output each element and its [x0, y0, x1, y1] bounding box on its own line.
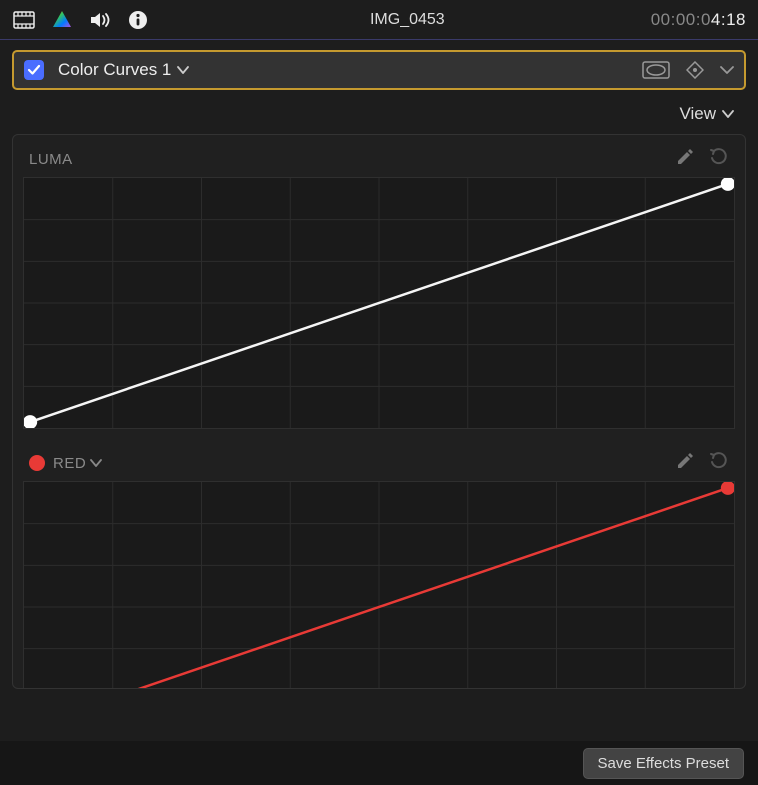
chevron-down-icon	[722, 104, 734, 124]
red-curve-header: RED	[23, 451, 735, 481]
timecode: 00:00:04:18	[651, 10, 746, 30]
chevron-down-icon	[177, 65, 189, 75]
view-dropdown[interactable]: View	[679, 104, 734, 124]
timecode-active: 4:18	[711, 10, 746, 29]
eyedropper-icon[interactable]	[675, 147, 695, 171]
effect-name-label: Color Curves 1	[58, 60, 171, 80]
inspector-footer: Save Effects Preset	[0, 741, 758, 785]
reset-icon[interactable]	[709, 451, 729, 475]
info-icon[interactable]	[126, 8, 150, 32]
luma-curve-area[interactable]	[23, 177, 735, 429]
video-icon[interactable]	[12, 8, 36, 32]
mask-icon[interactable]	[642, 61, 670, 79]
color-inspector-icon[interactable]	[50, 8, 74, 32]
inspector-topbar: IMG_0453 00:00:04:18	[0, 0, 758, 40]
luma-label: LUMA	[29, 151, 73, 168]
red-label: RED	[53, 455, 86, 472]
eyedropper-icon[interactable]	[675, 451, 695, 475]
reset-icon[interactable]	[709, 147, 729, 171]
curves-panel: LUMA	[12, 134, 746, 689]
red-channel-dropdown[interactable]: RED	[29, 455, 102, 472]
view-row: View	[0, 90, 758, 130]
effect-enabled-checkbox[interactable]	[24, 60, 44, 80]
effect-header-row[interactable]: Color Curves 1	[12, 50, 746, 90]
red-color-dot	[29, 455, 45, 471]
timecode-prefix: 00:00:0	[651, 10, 711, 29]
luma-point-shadow[interactable]	[24, 415, 37, 428]
audio-icon[interactable]	[88, 8, 112, 32]
luma-point-highlight[interactable]	[721, 178, 734, 191]
red-curve-area[interactable]	[23, 481, 735, 689]
save-effects-preset-button[interactable]: Save Effects Preset	[583, 748, 744, 779]
luma-curve-header: LUMA	[23, 147, 735, 177]
view-label: View	[679, 104, 716, 124]
chevron-down-icon	[90, 455, 102, 472]
red-point-highlight[interactable]	[721, 482, 734, 495]
effect-name-dropdown[interactable]: Color Curves 1	[58, 60, 189, 80]
chevron-down-icon[interactable]	[720, 65, 734, 75]
clip-title: IMG_0453	[370, 11, 445, 29]
keyframe-icon[interactable]	[686, 61, 704, 79]
